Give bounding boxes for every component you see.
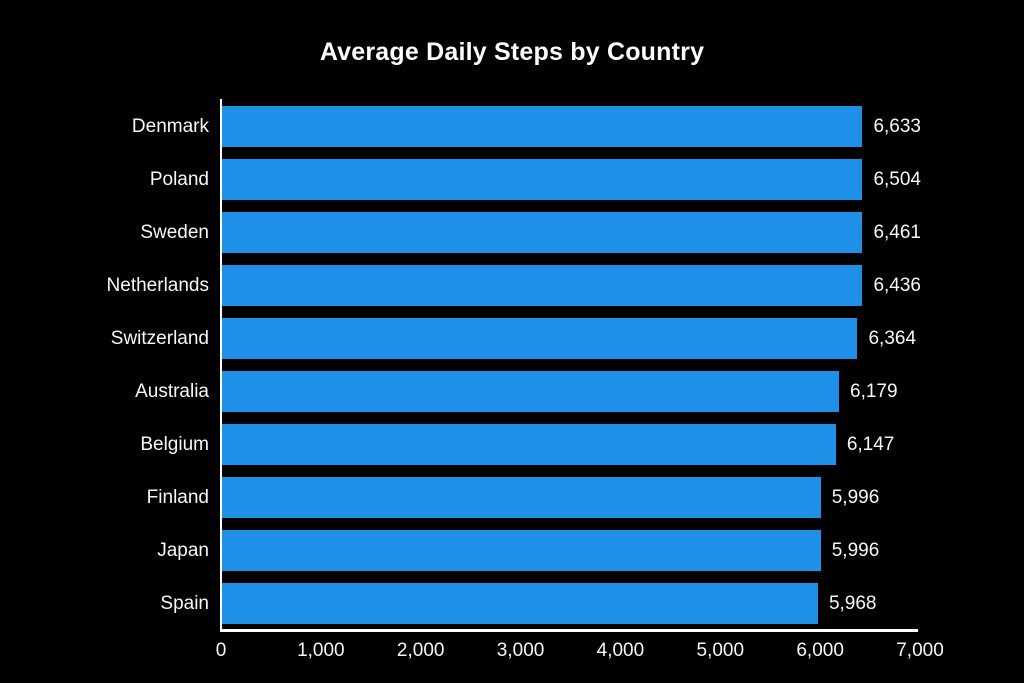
value-label: 6,461 (873, 221, 921, 243)
bar-row: Poland 6,504 (0, 153, 1024, 206)
category-label: Australia (135, 380, 209, 402)
category-label: Denmark (131, 115, 209, 137)
bar-row: Sweden 6,461 (0, 206, 1024, 259)
bar-row: Switzerland 6,364 (0, 312, 1024, 365)
bar-row: Belgium 6,147 (0, 418, 1024, 471)
category-label: Spain (160, 592, 209, 614)
value-label: 6,179 (850, 380, 898, 402)
value-label: 5,996 (831, 486, 880, 508)
bar-track: 5,996 (222, 477, 921, 518)
bar (222, 583, 818, 624)
bar-row: Denmark 6,633 (0, 100, 1024, 153)
bar-track: 5,968 (222, 583, 921, 624)
bar (222, 159, 863, 200)
x-tick-label: 0 (215, 640, 227, 661)
x-tick-label: 2,000 (396, 640, 445, 661)
bar (222, 424, 836, 465)
bar-track: 6,179 (222, 371, 921, 412)
x-tick-label: 3,000 (496, 640, 545, 661)
bar-row: Japan 5,996 (0, 524, 1024, 577)
category-label: Sweden (140, 221, 209, 243)
bar-rows: Denmark 6,633 Poland 6,504 Sweden 6,461 … (0, 100, 1024, 630)
bar-row: Australia 6,179 (0, 365, 1024, 418)
y-axis-line (220, 99, 222, 631)
value-label: 6,504 (873, 168, 921, 190)
category-label: Japan (157, 539, 209, 561)
value-label: 6,364 (868, 327, 917, 349)
bar-track: 6,436 (222, 265, 921, 306)
bar-track: 6,461 (222, 212, 921, 253)
x-tick-label: 4,000 (596, 640, 645, 661)
category-label: Finland (146, 486, 209, 508)
bar (222, 265, 863, 306)
bar-track: 6,147 (222, 424, 921, 465)
category-label: Switzerland (110, 327, 209, 349)
value-label: 6,147 (846, 433, 895, 455)
bar (222, 530, 821, 571)
bar-row: Netherlands 6,436 (0, 259, 1024, 312)
category-label: Netherlands (106, 274, 209, 296)
bar-track: 6,633 (222, 106, 921, 147)
x-axis-ticks: 0 1,000 2,000 3,000 4,000 5,000 6,000 7,000 (0, 640, 1024, 666)
bar (222, 371, 840, 412)
x-axis-line (220, 629, 918, 632)
chart-title: Average Daily Steps by Country (319, 38, 705, 66)
bar (222, 318, 858, 359)
category-label: Belgium (140, 433, 209, 455)
bar-row: Finland 5,996 (0, 471, 1024, 524)
x-tick-label: 5,000 (696, 640, 745, 661)
bar-track: 6,504 (222, 159, 921, 200)
bar (222, 477, 821, 518)
x-tick-label: 1,000 (297, 640, 345, 661)
value-label: 5,968 (828, 592, 877, 614)
value-label: 6,436 (873, 274, 921, 296)
bar-track: 5,996 (222, 530, 921, 571)
bar (222, 106, 863, 147)
category-label: Poland (149, 168, 209, 190)
x-tick-label: 7,000 (896, 640, 944, 661)
x-tick-label: 6,000 (796, 640, 844, 661)
bar-row: Spain 5,968 (0, 577, 1024, 630)
bar-track: 6,364 (222, 318, 921, 359)
value-label: 5,996 (831, 539, 880, 561)
bar (222, 212, 863, 253)
value-label: 6,633 (873, 115, 921, 137)
